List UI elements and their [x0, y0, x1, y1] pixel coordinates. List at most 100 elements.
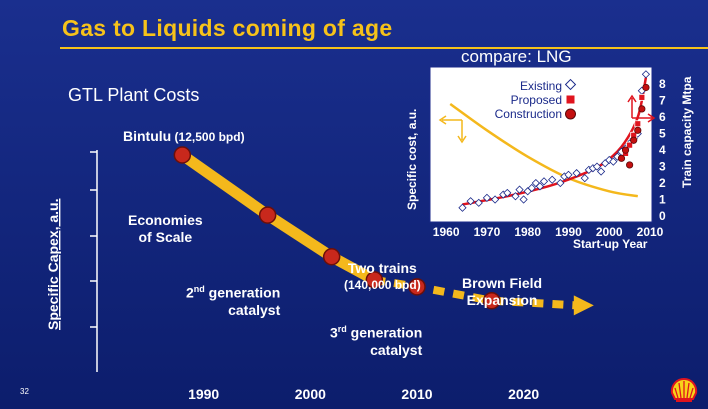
left-axis-arrow-icon: [438, 115, 467, 144]
inset-x-axis-label: Start-up Year: [573, 237, 648, 251]
main-series-line-solid: [176, 149, 380, 286]
existing-point: [641, 70, 651, 79]
label-gen2-line2: catalyst: [228, 301, 281, 318]
existing-point: [474, 198, 483, 207]
inset-y-tick-labels: 0 1 2 3 4 5 6 7 8: [659, 77, 666, 223]
inset-marks: [449, 70, 651, 212]
label-gen3-text: generation: [346, 324, 423, 341]
label-gen3-ordinal: rd: [337, 324, 347, 334]
main-milestone-points: [173, 146, 501, 310]
main-cost-curve: [176, 149, 594, 316]
existing-point: [548, 175, 557, 184]
milestone-point: [408, 278, 426, 296]
main-x-tick-labels: 1990 2000 2010 2020: [188, 386, 539, 402]
construction-point: [621, 146, 630, 154]
milestone-point: [482, 291, 501, 310]
inset-y-tick-label: 2: [659, 176, 666, 190]
label-brown-field-line2: Expansion: [466, 292, 538, 308]
proposed-point: [634, 120, 642, 128]
existing-point: [458, 203, 467, 212]
inset-left-axis-label: Specific cost, a.u.: [405, 109, 419, 210]
inset-y-tick-label: 1: [659, 193, 666, 207]
label-brown-field: Brown Field Expansion: [462, 275, 542, 309]
label-3rd-generation: 3rd generation catalyst: [330, 321, 422, 359]
existing-point: [503, 188, 512, 198]
label-gen2-text: generation: [204, 284, 281, 301]
label-gen2-number: 2: [186, 284, 194, 301]
legend-proposed-label: Proposed: [511, 93, 562, 107]
construction-point: [630, 136, 638, 144]
inset-y-tick-label: 6: [659, 110, 666, 124]
construction-point: [638, 105, 646, 113]
label-economies-line1: Economies: [128, 212, 203, 228]
existing-point: [511, 192, 520, 201]
inset-x-tick-label: 1970: [474, 225, 501, 239]
inset-x-tick-labels: 1960 1970 1980 1990 2000 2010: [433, 225, 664, 239]
inset-right-axis-label: Train capacity Mtpa: [680, 76, 694, 188]
inset-y-tick-label: 0: [659, 209, 666, 223]
existing-point: [564, 170, 573, 179]
milestone-point: [322, 248, 341, 266]
existing-point: [580, 174, 589, 183]
label-gen3-number: 3: [330, 324, 338, 341]
label-two-trains-line2: (140,000 bpd): [344, 278, 421, 292]
inset-x-tick-label: 2010: [637, 225, 664, 239]
inset-cost-curve: [449, 102, 639, 198]
label-brown-field-line1: Brown Field: [462, 275, 543, 291]
legend-existing-marker: [564, 78, 577, 91]
existing-point: [539, 177, 549, 186]
inset-y-tick-label: 8: [659, 77, 666, 91]
legend-construction-marker: [565, 108, 576, 120]
existing-point: [609, 157, 618, 166]
milestone-point: [258, 206, 277, 224]
inset-x-tick-label: 2000: [596, 225, 623, 239]
existing-point: [572, 169, 581, 178]
construction-point: [634, 126, 642, 134]
title-rule: [60, 47, 708, 49]
existing-point: [527, 183, 536, 193]
construction-point: [617, 154, 626, 162]
chart-subtitle: GTL Plant Costs: [68, 85, 200, 105]
proposed-point: [626, 141, 634, 149]
shell-pecten-icon: [670, 377, 698, 402]
main-series-line-dashed: [373, 275, 577, 310]
existing-point: [519, 195, 528, 204]
legend-construction-label: Construction: [495, 107, 562, 121]
inset-y-tick-label: 7: [659, 94, 666, 108]
existing-point: [556, 178, 565, 188]
existing-point: [482, 193, 492, 202]
legend-existing-label: Existing: [520, 79, 562, 93]
proposed-point: [638, 93, 646, 101]
main-x-tick-label: 2010: [401, 386, 432, 402]
slide-title: Gas to Liquids coming of age: [62, 15, 393, 41]
label-bintulu: Bintulu (12,500 bpd): [123, 128, 245, 146]
main-y-axis-label: Specific Capex, a.u.: [45, 199, 61, 331]
main-arrowhead-icon: [573, 295, 594, 316]
existing-point: [592, 162, 602, 171]
label-economies-of-scale: Economies of Scale: [128, 212, 203, 246]
label-bintulu-name: Bintulu: [123, 128, 172, 144]
main-x-tick-label: 2020: [508, 386, 539, 402]
legend-proposed-marker: [565, 94, 576, 105]
inset-plot-area: [429, 66, 653, 223]
existing-point: [490, 195, 500, 204]
milestone-point: [173, 146, 192, 164]
label-bintulu-capacity: (12,500 bpd): [171, 130, 245, 144]
label-gen3-line2: catalyst: [370, 341, 423, 358]
inset-y-tick-label: 3: [659, 160, 666, 174]
main-x-tick-label: 1990: [188, 386, 219, 402]
label-economies-line2: of Scale: [138, 229, 193, 245]
page-number: 32: [20, 387, 29, 396]
existing-point: [535, 182, 545, 191]
main-y-ticks: [90, 151, 97, 328]
inset-legend: Existing Proposed Construction: [495, 78, 577, 121]
label-2nd-generation: 2nd generation catalyst: [186, 281, 280, 319]
inset-x-tick-label: 1960: [433, 225, 460, 239]
existing-point: [596, 167, 606, 176]
existing-point: [466, 197, 475, 206]
label-gen2-ordinal: nd: [193, 284, 205, 294]
inset-y-tick-label: 4: [659, 143, 666, 157]
inset-x-tick-label: 1980: [514, 225, 541, 239]
